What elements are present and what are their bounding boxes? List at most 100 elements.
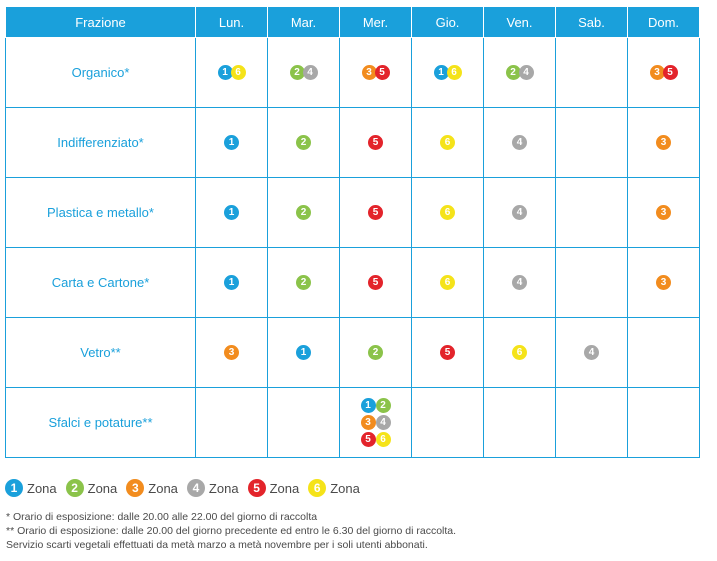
zone-badges: 2	[368, 344, 383, 362]
zone-3-badge: 3	[656, 134, 671, 150]
legend-label: Zona	[330, 480, 360, 496]
zone-badges: 2	[296, 274, 311, 292]
day-cell	[483, 387, 556, 458]
zone-badges: 3	[656, 204, 671, 222]
header-day-mon: Lun.	[195, 6, 268, 38]
day-cell	[267, 387, 340, 458]
footnote-single-star: * Orario di esposizione: dalle 20.00 all…	[6, 511, 318, 523]
day-cell: 5	[339, 107, 412, 178]
zone-4-badge: 4	[186, 479, 205, 497]
day-cell: 3	[627, 177, 700, 248]
legend-label: Zona	[269, 480, 300, 496]
fraction-label: Carta e Cartone*	[5, 247, 196, 318]
header-day-tue: Mar.	[267, 6, 340, 38]
zone-badges: 6	[440, 134, 455, 152]
legend-item: 1 Zona	[5, 479, 57, 497]
day-cell	[411, 387, 484, 458]
zone-2-badge: 2	[505, 64, 521, 80]
zone-6-badge: 6	[440, 204, 455, 220]
zone-badges: 1	[296, 344, 311, 362]
zone-5-badge: 5	[662, 64, 678, 80]
header-day-fri: Ven.	[483, 6, 556, 38]
day-cell: 1	[195, 177, 268, 248]
day-cell	[555, 37, 628, 108]
zone-badges: 3	[224, 344, 239, 362]
zone-2-badge: 2	[375, 397, 391, 413]
legend-item: 5 Zona	[247, 479, 300, 497]
zone-6-badge: 6	[440, 134, 455, 150]
zone-badges: 1	[224, 274, 239, 292]
zone-badges: 6	[512, 344, 527, 362]
day-cell: 6	[411, 247, 484, 318]
zone-badges: 2	[296, 134, 311, 152]
zone-6-badge: 6	[512, 344, 527, 360]
zone-6-badge: 6	[446, 64, 462, 80]
footnote-double-star: ** Orario di esposizione: dalle 20.00 de…	[6, 525, 457, 537]
zone-6-badge: 6	[375, 431, 391, 447]
fraction-label: Sfalci e potature**	[5, 387, 196, 458]
zone-1-badge: 1	[217, 64, 233, 80]
header-day-sat: Sab.	[555, 6, 628, 38]
zone-badges: 4	[512, 134, 527, 152]
legend-item: 2 Zona	[65, 479, 118, 497]
zone-5-badge: 5	[368, 134, 383, 150]
day-cell: 4	[483, 177, 556, 248]
header-fraction: Frazione	[5, 6, 196, 38]
table-row: Vetro** 3 1 2 5 6 4	[5, 317, 700, 388]
day-cell: 3	[627, 107, 700, 178]
zone-3-badge: 3	[224, 344, 239, 360]
zone-6-badge: 6	[308, 479, 327, 497]
zone-6-badge: 6	[230, 64, 246, 80]
zone-5-badge: 5	[247, 479, 266, 497]
zone-2-badge: 2	[296, 274, 311, 290]
day-cell: 1 23 45 6	[339, 387, 412, 458]
zone-2-badge: 2	[296, 134, 311, 150]
day-cell: 3	[627, 247, 700, 318]
zone-1-badge: 1	[296, 344, 311, 360]
zone-1-badge: 1	[224, 274, 239, 290]
zone-1-badge: 1	[224, 204, 239, 220]
header-day-sun: Dom.	[627, 6, 700, 38]
fraction-label: Vetro**	[5, 317, 196, 388]
zone-1-badge: 1	[360, 397, 376, 413]
header-row: Frazione Lun. Mar. Mer. Gio. Ven. Sab. D…	[5, 6, 700, 38]
day-cell: 4	[483, 107, 556, 178]
legend-label: Zona	[87, 480, 118, 496]
zone-badges: 1 23 45 6	[358, 397, 394, 448]
zone-1-badge: 1	[224, 134, 239, 150]
zone-6-badge: 6	[440, 274, 455, 290]
zone-badges: 1	[224, 204, 239, 222]
zone-4-badge: 4	[584, 344, 599, 360]
zone-4-badge: 4	[518, 64, 534, 80]
zone-4-badge: 4	[302, 64, 318, 80]
zone-4-badge: 4	[512, 274, 527, 290]
footnote-service: Servizio scarti vegetali effettuati da m…	[6, 539, 428, 551]
zone-badges: 4	[512, 274, 527, 292]
zone-badges: 5	[368, 274, 383, 292]
zone-4-badge: 4	[512, 204, 527, 220]
legend-label: Zona	[208, 480, 239, 496]
day-cell: 6	[411, 177, 484, 248]
day-cell	[555, 247, 628, 318]
day-cell	[555, 107, 628, 178]
day-cell	[195, 387, 268, 458]
zone-badges: 6	[440, 204, 455, 222]
table-row: Carta e Cartone* 1 2 5 6 4 3	[5, 247, 700, 318]
day-cell	[555, 177, 628, 248]
zone-2-badge: 2	[368, 344, 383, 360]
zone-3-badge: 3	[361, 64, 377, 80]
day-cell	[555, 387, 628, 458]
zone-badges: 1	[224, 134, 239, 152]
day-cell: 6	[411, 107, 484, 178]
zone-2-badge: 2	[65, 479, 84, 497]
legend-item: 3 Zona	[126, 479, 178, 497]
zone-3-badge: 3	[649, 64, 665, 80]
